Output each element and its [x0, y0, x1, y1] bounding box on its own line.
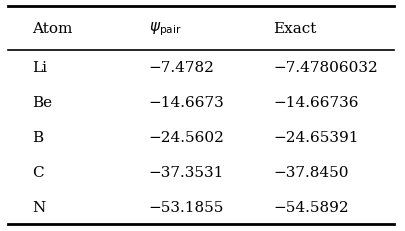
Text: −24.65391: −24.65391 [273, 131, 358, 144]
Text: −37.8450: −37.8450 [273, 165, 348, 179]
Text: Li: Li [32, 61, 47, 75]
Text: Exact: Exact [273, 22, 316, 36]
Text: Be: Be [32, 96, 52, 110]
Text: C: C [32, 165, 44, 179]
Text: −7.47806032: −7.47806032 [273, 61, 377, 75]
Text: −14.66736: −14.66736 [273, 96, 358, 110]
Text: N: N [32, 200, 45, 214]
Text: B: B [32, 131, 43, 144]
Text: −14.6673: −14.6673 [148, 96, 224, 110]
Text: −24.5602: −24.5602 [148, 131, 224, 144]
Text: $\psi_{\mathrm{pair}}$: $\psi_{\mathrm{pair}}$ [148, 20, 181, 38]
Text: −53.1855: −53.1855 [148, 200, 224, 214]
Text: −7.4782: −7.4782 [148, 61, 214, 75]
Text: −37.3531: −37.3531 [148, 165, 224, 179]
Text: Atom: Atom [32, 22, 72, 36]
Text: −54.5892: −54.5892 [273, 200, 348, 214]
